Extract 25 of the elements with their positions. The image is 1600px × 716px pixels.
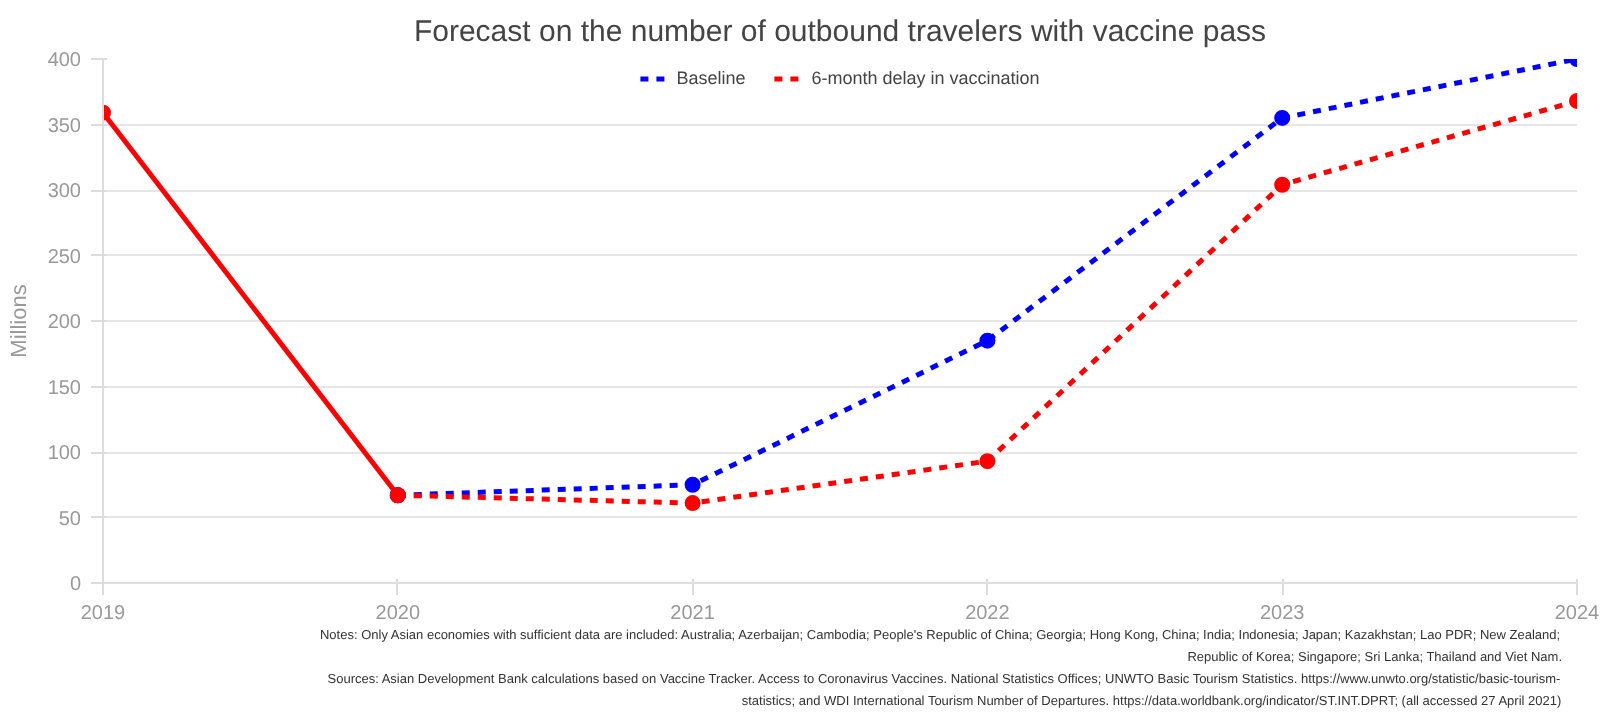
x-tick-label: 2023 <box>1259 603 1306 625</box>
y-tick-label: 150 <box>47 377 82 400</box>
y-tick-label: 400 <box>47 50 82 72</box>
legend-label: 6-month delay in vaccination <box>811 68 1040 88</box>
y-tick-label: 250 <box>47 246 82 269</box>
x-tick-label: 2024 <box>1554 603 1600 625</box>
y-tick-label: 0 <box>69 574 82 596</box>
x-tick-label: 2019 <box>80 603 127 625</box>
y-tick-label: 200 <box>47 312 82 334</box>
y-tick-label: 100 <box>47 443 82 465</box>
y-tick-label: 350 <box>47 115 82 138</box>
point <box>1274 109 1291 126</box>
y-axis-title: Millions <box>7 283 32 358</box>
legend-label: Baseline <box>676 68 746 88</box>
y-tick-label: 50 <box>58 508 82 531</box>
point <box>979 453 996 470</box>
x-tick-label: 2022 <box>965 603 1011 625</box>
x-tick-label: 2020 <box>375 603 421 625</box>
point <box>684 495 701 512</box>
point <box>1274 176 1291 193</box>
x-tick-label: 2021 <box>670 603 716 625</box>
chart-title: Forecast on the number of outbound travelers with vaccine pass <box>413 15 1267 49</box>
y-tick-label: 300 <box>47 181 82 203</box>
point <box>684 476 701 493</box>
point <box>979 332 996 349</box>
